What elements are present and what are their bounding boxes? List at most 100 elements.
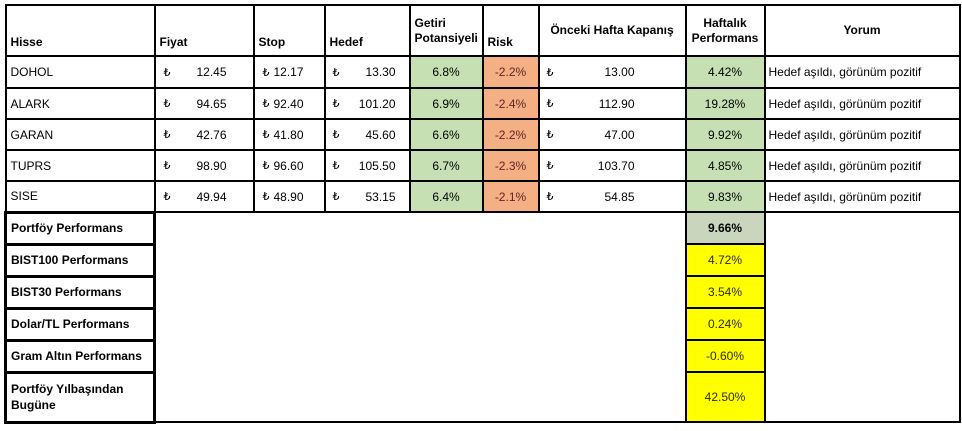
prev-week-close-cell: ₺ 13.00 xyxy=(537,55,687,89)
lira-symbol: ₺ xyxy=(546,190,554,203)
stock-ticker-cell: TUPRS xyxy=(4,149,156,182)
stock-ticker-cell: DOHOL xyxy=(4,55,156,89)
risk-cell: -2.2% xyxy=(481,118,540,151)
column-header-yorum: Yorum xyxy=(763,4,961,57)
stock-ticker-cell: GARAN xyxy=(4,118,156,151)
return-potential-cell: 6.7% xyxy=(408,149,484,182)
column-header-onceki-hafta-kapanis: Önceki Hafta Kapanış xyxy=(537,4,687,57)
summary-value: 4.72% xyxy=(684,243,766,277)
risk-cell: -2.1% xyxy=(481,180,540,213)
prev-week-close-cell: ₺ 103.70 xyxy=(537,149,687,182)
summary-value: 3.54% xyxy=(684,275,766,309)
summary-row-bist100-performans: BIST100 Performans 4.72% xyxy=(4,242,960,278)
table-row: ALARK ₺ 94.65 ₺ 92.40 ₺ 101.20 6.9% -2.4% ₺… xyxy=(4,87,961,120)
return-potential-cell: 6.8% xyxy=(408,55,484,89)
prev-week-close-cell: ₺ 112.90 xyxy=(537,87,687,120)
lira-symbol: ₺ xyxy=(332,65,340,79)
summary-label: BIST100 Performans xyxy=(4,242,156,278)
column-header-fiyat: Fiyat xyxy=(153,4,255,57)
lira-symbol: ₺ xyxy=(262,159,270,172)
empty-region xyxy=(764,308,960,340)
risk-cell: -2.3% xyxy=(481,149,540,182)
stop-cell: ₺ 41.80 xyxy=(252,118,326,151)
summary-value: 42.50% xyxy=(684,371,766,423)
comment-cell: Hedef aşıldı, görünüm pozitif xyxy=(763,180,961,213)
weekly-performance-cell: 9.83% xyxy=(684,180,766,213)
comment-cell: Hedef aşıldı, görünüm pozitif xyxy=(763,87,961,120)
target-cell: ₺ 13.30 xyxy=(323,55,411,89)
empty-region xyxy=(764,212,960,244)
empty-region xyxy=(764,340,960,372)
stock-ticker-cell: ALARK xyxy=(4,87,156,120)
risk-cell: -2.4% xyxy=(481,87,540,120)
summary-value: 9.66% xyxy=(684,211,766,245)
summary-row-gram-altin-performans: Gram Altın Performans -0.60% xyxy=(4,338,960,374)
weekly-performance-cell: 9.92% xyxy=(684,118,766,151)
summary-label: Portföy Performans xyxy=(4,210,156,246)
column-header-haftalik-performans: Haftalık Performans xyxy=(684,4,766,57)
lira-symbol: ₺ xyxy=(262,65,270,79)
summary-row-bist30-performans: BIST30 Performans 3.54% xyxy=(4,274,960,310)
lira-symbol: ₺ xyxy=(163,190,171,203)
price-cell: ₺ 42.76 xyxy=(153,118,255,151)
comment-cell: Hedef aşıldı, görünüm pozitif xyxy=(763,149,961,182)
empty-region xyxy=(764,276,960,308)
lira-symbol: ₺ xyxy=(163,128,171,141)
lira-symbol: ₺ xyxy=(163,97,171,110)
summary-row-dolar-tl-performans: Dolar/TL Performans 0.24% xyxy=(4,306,960,342)
stop-cell: ₺ 48.90 xyxy=(252,180,326,213)
column-header-hedef: Hedef xyxy=(323,4,411,57)
lira-symbol: ₺ xyxy=(262,97,270,110)
summary-row-portfoy-yilbasindan-bugune: Portföy Yılbaşından Bugüne 42.50% xyxy=(4,370,960,424)
summary-label: BIST30 Performans xyxy=(4,274,156,310)
empty-region xyxy=(154,244,686,276)
table-row: GARAN ₺ 42.76 ₺ 41.80 ₺ 45.60 6.6% -2.2% ₺ 4… xyxy=(4,118,961,151)
header-row: Hisse Fiyat Stop Hedef Getiri Potansiyel… xyxy=(4,4,961,57)
summary-label: Portföy Yılbaşından Bugüne xyxy=(4,370,156,424)
stop-cell: ₺ 12.17 xyxy=(252,55,326,89)
lira-symbol: ₺ xyxy=(332,190,340,203)
table-row: DOHOL ₺ 12.45 ₺ 12.17 ₺ 13.30 6.8% -2.2% ₺ 1… xyxy=(4,55,961,89)
empty-region xyxy=(764,244,960,276)
lira-symbol: ₺ xyxy=(163,159,171,172)
risk-cell: -2.2% xyxy=(481,55,540,89)
lira-symbol: ₺ xyxy=(332,97,340,110)
stop-cell: ₺ 96.60 xyxy=(252,149,326,182)
stop-cell: ₺ 92.40 xyxy=(252,87,326,120)
empty-region xyxy=(154,212,686,244)
stock-ticker-cell: SISE xyxy=(4,180,156,213)
lira-symbol: ₺ xyxy=(332,159,340,172)
column-header-getiri-potansiyeli: Getiri Potansiyeli xyxy=(408,4,484,57)
column-header-stop: Stop xyxy=(252,4,326,57)
summary-label: Gram Altın Performans xyxy=(4,338,156,374)
empty-region xyxy=(154,276,686,308)
price-cell: ₺ 12.45 xyxy=(153,55,255,89)
return-potential-cell: 6.6% xyxy=(408,118,484,151)
target-cell: ₺ 53.15 xyxy=(323,180,411,213)
comment-cell: Hedef aşıldı, görünüm pozitif xyxy=(763,118,961,151)
lira-symbol: ₺ xyxy=(332,128,340,141)
empty-region xyxy=(154,340,686,372)
price-cell: ₺ 98.90 xyxy=(153,149,255,182)
lira-symbol: ₺ xyxy=(546,128,554,141)
weekly-performance-cell: 4.42% xyxy=(684,55,766,89)
lira-symbol: ₺ xyxy=(262,190,270,203)
summary-value: -0.60% xyxy=(684,339,766,373)
target-cell: ₺ 45.60 xyxy=(323,118,411,151)
target-cell: ₺ 105.50 xyxy=(323,149,411,182)
price-cell: ₺ 49.94 xyxy=(153,180,255,213)
empty-region xyxy=(154,308,686,340)
summary-row-portfoy-performans: Portföy Performans 9.66% xyxy=(4,210,960,246)
prev-week-close-cell: ₺ 54.85 xyxy=(537,180,687,213)
table-row: TUPRS ₺ 98.90 ₺ 96.60 ₺ 105.50 6.7% -2.3% ₺… xyxy=(4,149,961,182)
column-header-risk: Risk xyxy=(481,4,540,57)
summary-value: 0.24% xyxy=(684,307,766,341)
summary-label: Dolar/TL Performans xyxy=(4,306,156,342)
lira-symbol: ₺ xyxy=(163,65,171,79)
table-row: SISE ₺ 49.94 ₺ 48.90 ₺ 53.15 6.4% -2.1% ₺ 54… xyxy=(4,180,961,213)
lira-symbol: ₺ xyxy=(546,65,554,79)
weekly-performance-cell: 4.85% xyxy=(684,149,766,182)
empty-region xyxy=(764,372,960,422)
lira-symbol: ₺ xyxy=(546,159,554,172)
